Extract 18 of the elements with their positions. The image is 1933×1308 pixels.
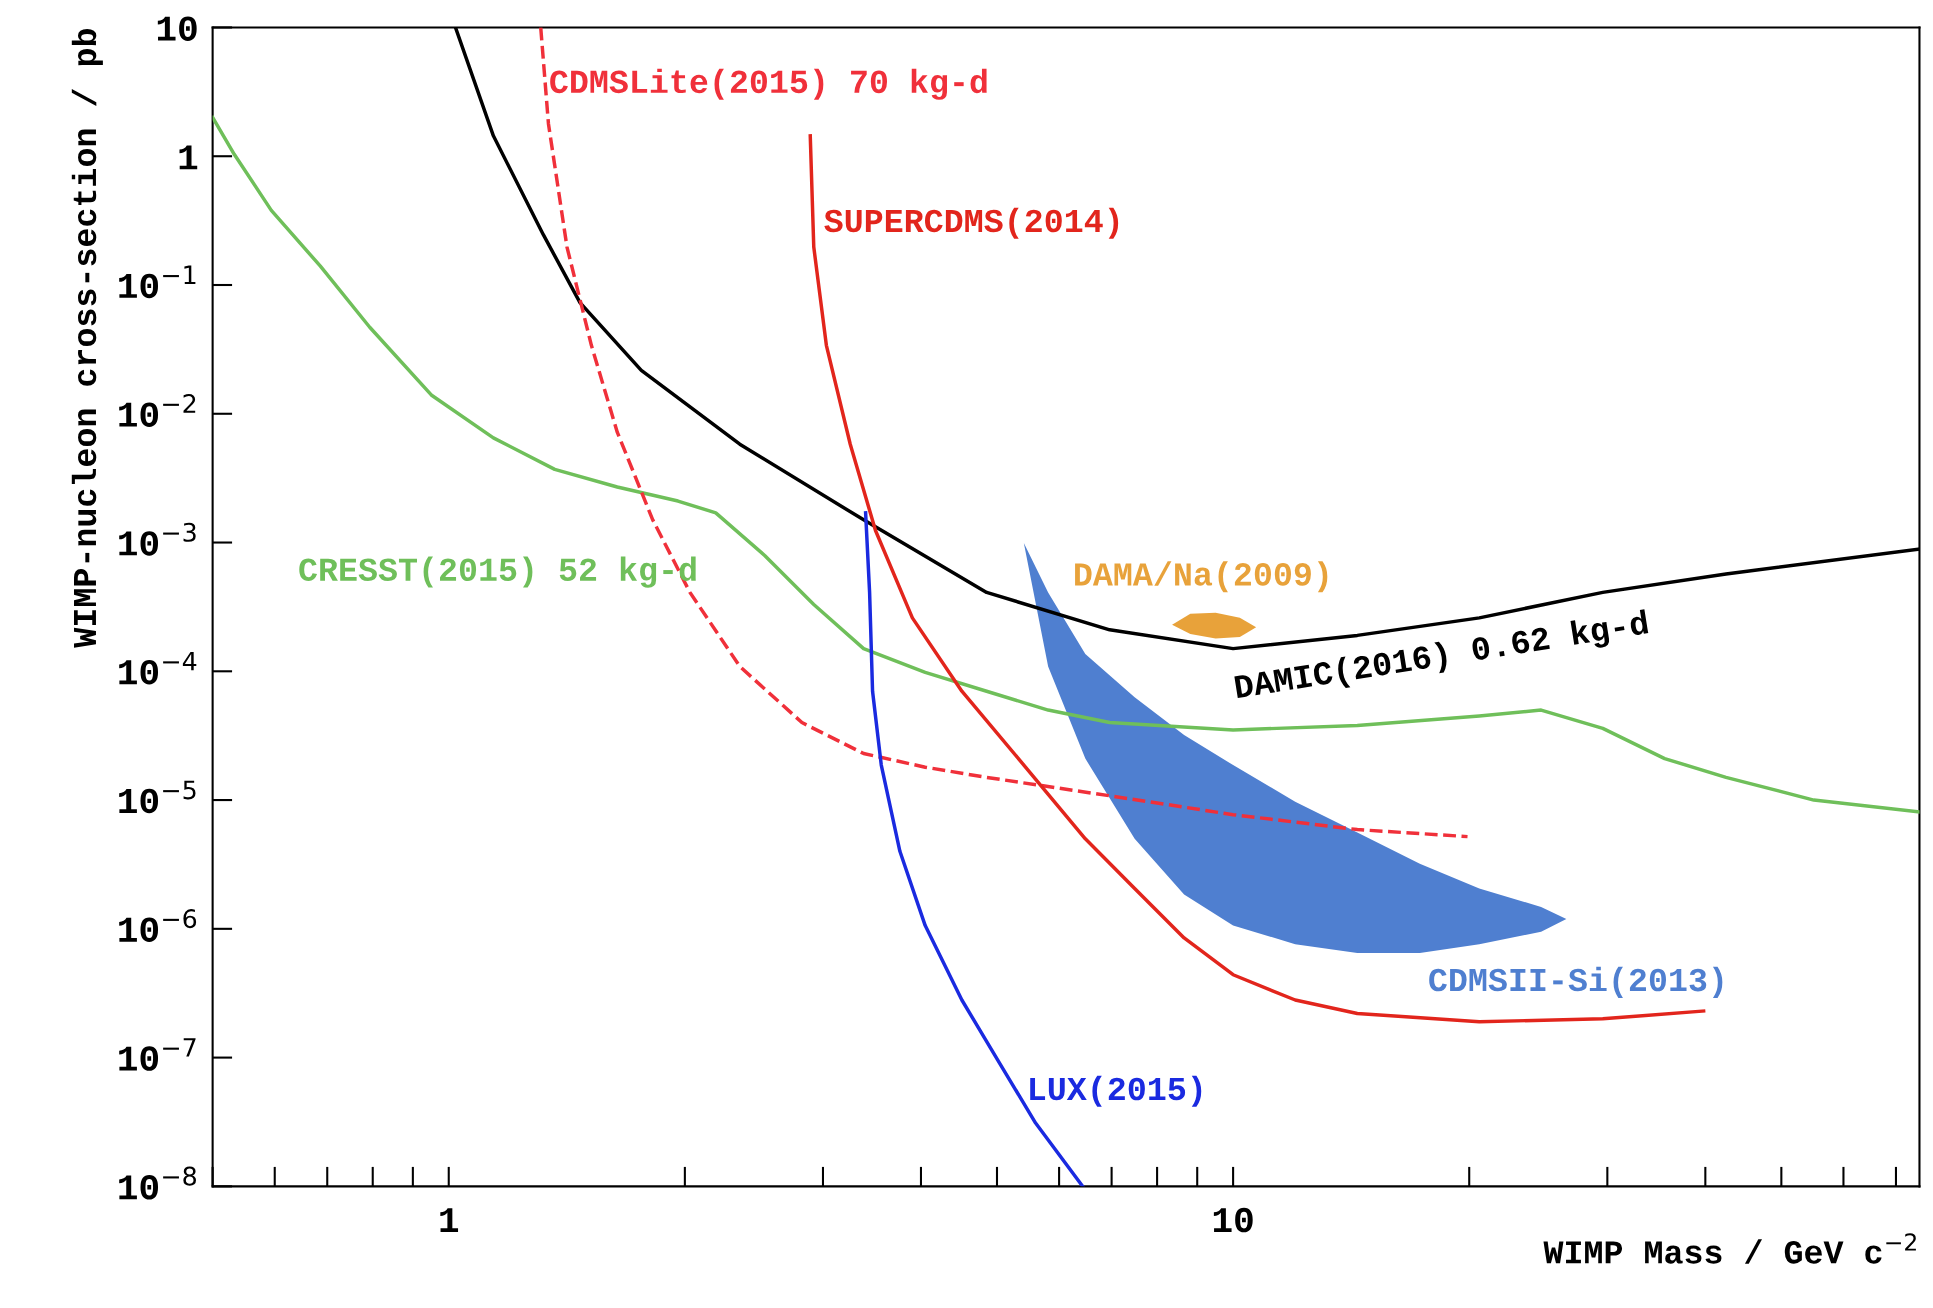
y-tick-label: 10$^{−6}$ [119,909,197,942]
series-label: CRESST(2015) 52 kg-d [299,556,696,588]
series-label: LUX(2015) [1030,1075,1202,1107]
y-axis-title: WIMP-nucleon cross-section / pb [71,29,103,648]
y-tick-label: 10$^{−7}$ [119,1038,196,1071]
y-tick-label: 10$^{−8}$ [119,1166,196,1200]
y-tick-label: 10 [157,16,197,41]
series-label: CDMSLite(2015) 70 kg-d [550,68,987,100]
y-tick-label: 10$^{−4}$ [119,651,197,685]
y-tick-label: 10$^{−3}$ [119,522,196,556]
y-tick-label: 10$^{−2}$ [119,393,196,427]
y-tick-label: 10$^{−1}$ [119,265,196,299]
x-axis-title: WIMP Mass / GeV c$^{−2}$ [1543,1233,1916,1264]
y-tick-label: 10$^{−5}$ [119,780,196,814]
series-label: DAMA/Na(2009) [1075,561,1328,593]
y-tick-label: 1 [179,145,198,170]
series-label: CDMSII-Si(2013) [1429,966,1723,998]
series-label: SUPERCDMS(2014) [824,207,1119,239]
